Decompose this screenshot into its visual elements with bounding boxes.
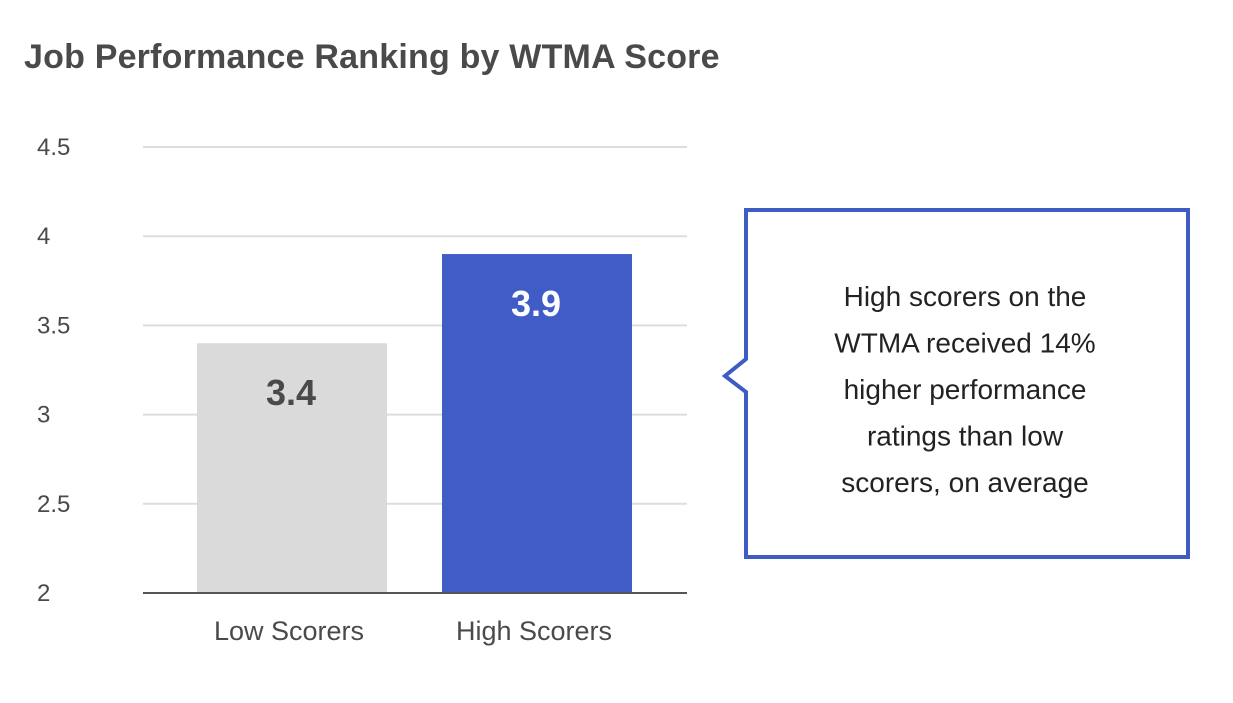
bar-high-scorers bbox=[442, 254, 632, 594]
callout-line: scorers, on average bbox=[841, 467, 1088, 498]
x-category-label: High Scorers bbox=[456, 616, 612, 646]
callout-box: High scorers on the WTMA received 14% high… bbox=[721, 208, 1190, 559]
y-tick-label: 3 bbox=[37, 402, 50, 429]
y-tick-label: 4.5 bbox=[37, 134, 70, 161]
x-category-label: Low Scorers bbox=[214, 616, 364, 646]
callout-line: higher performance bbox=[844, 374, 1087, 405]
y-tick-label: 2.5 bbox=[37, 491, 70, 518]
callout-line: ratings than low bbox=[867, 421, 1064, 452]
callout-border bbox=[721, 208, 1190, 559]
x-axis-category-labels: Low Scorers High Scorers bbox=[214, 616, 612, 646]
y-axis-tick-labels: 2 2.5 3 3.5 4 4.5 bbox=[37, 134, 70, 607]
bars bbox=[197, 254, 632, 594]
y-tick-label: 3.5 bbox=[37, 312, 70, 339]
y-tick-label: 2 bbox=[37, 580, 50, 607]
callout-line: WTMA received 14% bbox=[834, 328, 1095, 359]
callout-line: High scorers on the bbox=[844, 281, 1087, 312]
y-tick-label: 4 bbox=[37, 223, 50, 250]
bar-data-label: 3.4 bbox=[266, 372, 316, 413]
chart-title: Job Performance Ranking by WTMA Score bbox=[24, 38, 720, 76]
bar-data-label: 3.9 bbox=[511, 283, 561, 324]
bar-data-labels: 3.4 3.9 bbox=[266, 283, 561, 413]
bar-low-scorers bbox=[197, 343, 387, 593]
